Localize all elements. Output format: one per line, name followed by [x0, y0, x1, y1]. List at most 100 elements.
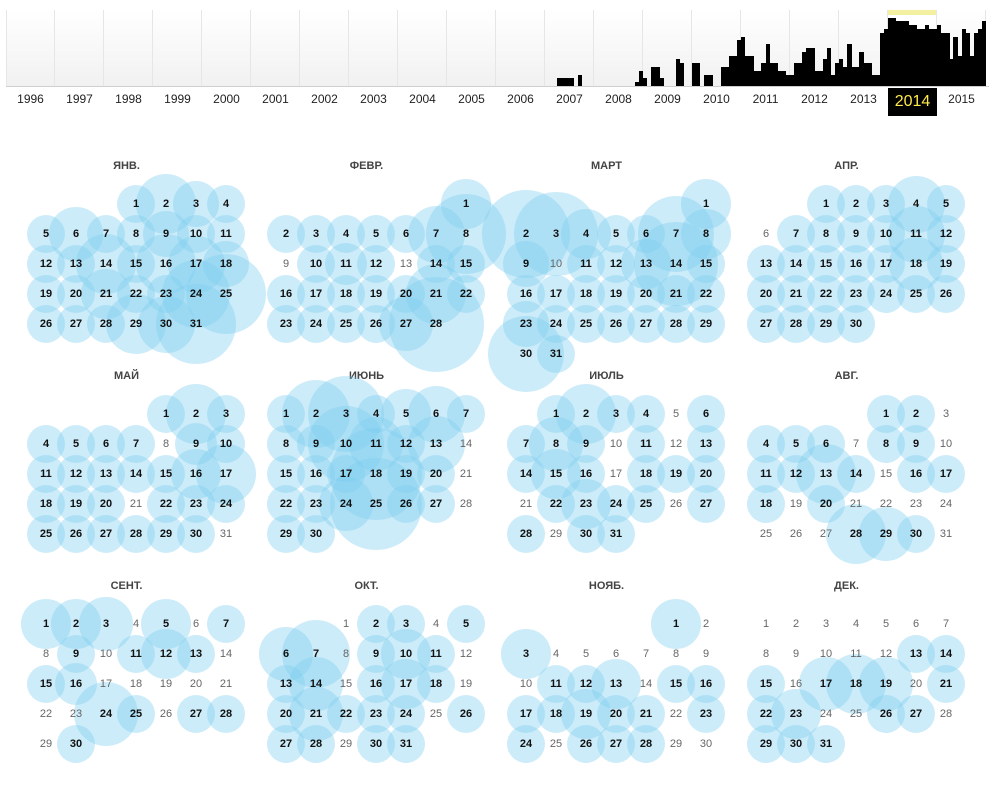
- day-cell[interactable]: 6: [912, 618, 920, 630]
- day-cell[interactable]: 28: [669, 318, 683, 330]
- day-cell[interactable]: 1: [672, 618, 680, 630]
- day-cell[interactable]: 31: [939, 528, 953, 540]
- day-cell[interactable]: 26: [609, 318, 623, 330]
- day-cell[interactable]: 18: [429, 678, 443, 690]
- day-cell[interactable]: 14: [789, 258, 803, 270]
- year-column-2005[interactable]: [447, 10, 496, 86]
- day-cell[interactable]: 7: [672, 228, 680, 240]
- day-cell[interactable]: 18: [759, 498, 773, 510]
- day-cell[interactable]: 2: [282, 228, 290, 240]
- day-cell[interactable]: 19: [159, 678, 173, 690]
- day-cell[interactable]: 1: [702, 198, 710, 210]
- day-cell[interactable]: 27: [699, 498, 713, 510]
- day-cell[interactable]: 10: [309, 258, 323, 270]
- day-cell[interactable]: 11: [910, 228, 922, 240]
- day-cell[interactable]: 18: [639, 468, 653, 480]
- day-cell[interactable]: 25: [849, 708, 863, 720]
- day-cell[interactable]: 2: [702, 618, 710, 630]
- day-cell[interactable]: 20: [609, 708, 623, 720]
- day-cell[interactable]: 13: [909, 648, 923, 660]
- day-cell[interactable]: 15: [879, 468, 893, 480]
- day-cell[interactable]: 11: [220, 228, 232, 240]
- day-cell[interactable]: 19: [879, 678, 893, 690]
- day-cell[interactable]: 20: [819, 498, 833, 510]
- year-timeline[interactable]: 1996 1997 1998 1999 2000 2001 2002 2003 2004 2005…: [0, 0, 989, 120]
- day-cell[interactable]: 21: [99, 288, 113, 300]
- day-cell[interactable]: 25: [429, 708, 443, 720]
- day-cell[interactable]: 14: [639, 678, 653, 690]
- year-label-2012[interactable]: 2012: [801, 92, 828, 106]
- day-cell[interactable]: 27: [819, 528, 833, 540]
- year-label-2000[interactable]: 2000: [213, 92, 240, 106]
- day-cell[interactable]: 25: [759, 528, 773, 540]
- day-cell[interactable]: 2: [312, 408, 320, 420]
- day-cell[interactable]: 3: [882, 198, 890, 210]
- year-label-2006[interactable]: 2006: [507, 92, 534, 106]
- day-cell[interactable]: 23: [159, 288, 173, 300]
- day-cell[interactable]: 16: [279, 288, 293, 300]
- day-cell[interactable]: 3: [192, 198, 200, 210]
- year-column-2013[interactable]: [839, 10, 889, 86]
- day-cell[interactable]: 28: [99, 318, 113, 330]
- day-cell[interactable]: 16: [699, 678, 713, 690]
- day-cell[interactable]: 6: [192, 618, 200, 630]
- day-cell[interactable]: 14: [99, 258, 113, 270]
- year-label-2005[interactable]: 2005: [458, 92, 485, 106]
- day-cell[interactable]: 8: [462, 228, 470, 240]
- day-cell[interactable]: 20: [639, 288, 653, 300]
- day-cell[interactable]: 8: [342, 648, 350, 660]
- day-cell[interactable]: 9: [522, 258, 530, 270]
- day-cell[interactable]: 1: [342, 618, 350, 630]
- day-cell[interactable]: 19: [789, 498, 803, 510]
- day-cell[interactable]: 7: [792, 228, 800, 240]
- day-cell[interactable]: 27: [99, 528, 113, 540]
- day-cell[interactable]: 5: [72, 438, 80, 450]
- day-cell[interactable]: 13: [759, 258, 773, 270]
- day-cell[interactable]: 15: [339, 678, 353, 690]
- day-cell[interactable]: 21: [309, 708, 323, 720]
- day-cell[interactable]: 10: [549, 258, 563, 270]
- day-cell[interactable]: 1: [132, 198, 140, 210]
- day-cell[interactable]: 1: [42, 618, 50, 630]
- day-cell[interactable]: 9: [72, 648, 80, 660]
- day-cell[interactable]: 15: [129, 258, 143, 270]
- day-cell[interactable]: 28: [519, 528, 533, 540]
- day-cell[interactable]: 18: [219, 258, 233, 270]
- day-cell[interactable]: 25: [219, 288, 233, 300]
- day-cell[interactable]: 16: [69, 678, 83, 690]
- day-cell[interactable]: 6: [822, 438, 830, 450]
- day-cell[interactable]: 16: [789, 678, 803, 690]
- day-cell[interactable]: 6: [762, 228, 770, 240]
- day-cell[interactable]: 9: [702, 648, 710, 660]
- day-cell[interactable]: 17: [309, 288, 323, 300]
- day-cell[interactable]: 8: [552, 438, 560, 450]
- day-cell[interactable]: 2: [372, 618, 380, 630]
- day-cell[interactable]: 11: [340, 258, 352, 270]
- day-cell[interactable]: 24: [549, 318, 563, 330]
- day-cell[interactable]: 13: [399, 258, 413, 270]
- day-cell[interactable]: 2: [72, 618, 80, 630]
- day-cell[interactable]: 11: [850, 648, 862, 660]
- day-cell[interactable]: 16: [519, 288, 533, 300]
- day-cell[interactable]: 26: [39, 318, 53, 330]
- day-cell[interactable]: 18: [579, 288, 593, 300]
- day-cell[interactable]: 15: [669, 678, 683, 690]
- day-cell[interactable]: 21: [519, 498, 533, 510]
- day-cell[interactable]: 18: [369, 468, 383, 480]
- day-cell[interactable]: 12: [69, 468, 83, 480]
- day-cell[interactable]: 23: [69, 708, 83, 720]
- day-cell[interactable]: 24: [399, 708, 413, 720]
- day-cell[interactable]: 31: [189, 318, 203, 330]
- day-cell[interactable]: 15: [279, 468, 293, 480]
- day-cell[interactable]: 2: [192, 408, 200, 420]
- day-cell[interactable]: 14: [519, 468, 533, 480]
- day-cell[interactable]: 8: [42, 648, 50, 660]
- day-cell[interactable]: 3: [612, 408, 620, 420]
- day-cell[interactable]: 4: [222, 198, 230, 210]
- day-cell[interactable]: 25: [129, 708, 143, 720]
- day-cell[interactable]: 23: [369, 708, 383, 720]
- day-cell[interactable]: 12: [939, 228, 953, 240]
- day-cell[interactable]: 30: [519, 348, 533, 360]
- day-cell[interactable]: 18: [849, 678, 863, 690]
- day-cell[interactable]: 25: [909, 288, 923, 300]
